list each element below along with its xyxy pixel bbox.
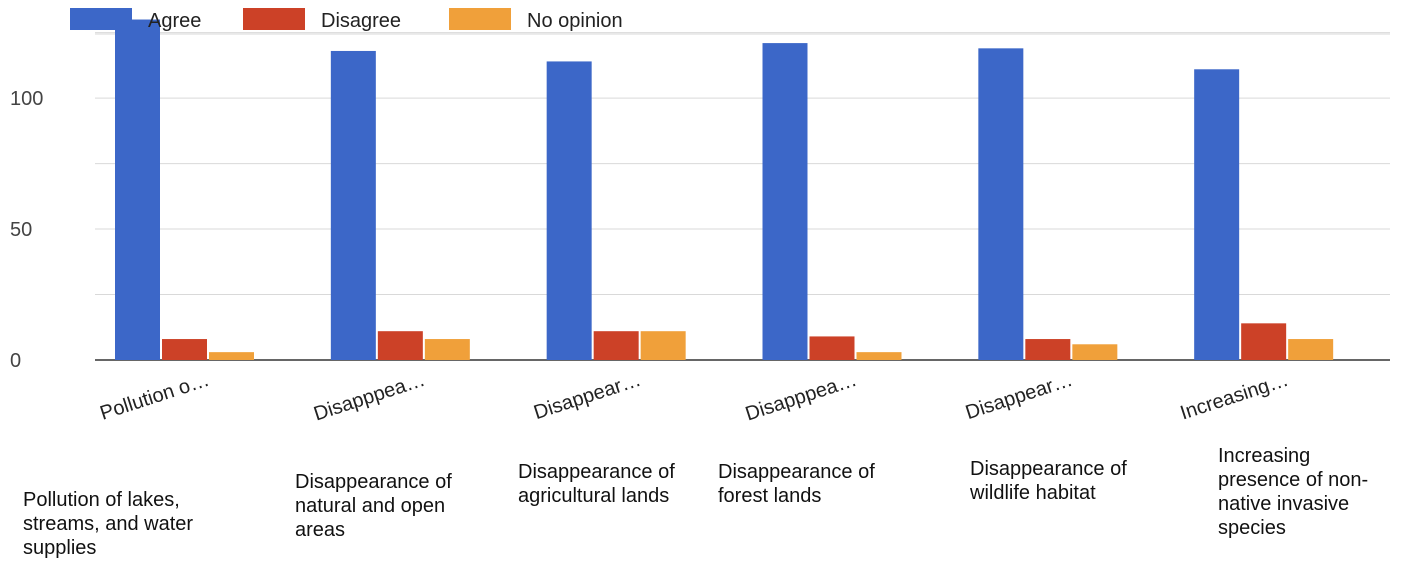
legend-label: Disagree <box>321 10 401 32</box>
bar-no-opinion <box>209 352 254 360</box>
x-tick-labels: Pollution o… Disapppea… Disappear… Disapppe… <box>97 369 1291 426</box>
bar-no-opinion <box>856 352 902 360</box>
bar-disagree <box>162 339 207 360</box>
bar-agree <box>546 61 592 361</box>
bar-no-opinion <box>1072 344 1118 360</box>
bars <box>115 19 1334 361</box>
bar-disagree <box>1241 323 1287 360</box>
bar-agree <box>978 48 1024 360</box>
bar-disagree <box>377 331 423 360</box>
bar-disagree <box>593 331 639 360</box>
x-tick-label: Disapppea… <box>743 369 860 426</box>
category-full-label: Pollution of lakes, streams, and water s… <box>23 489 194 559</box>
legend-label: Agree <box>148 10 201 32</box>
bar-agree <box>1194 69 1240 361</box>
grid-lines <box>95 32 1390 361</box>
y-tick-label: 0 <box>10 350 21 372</box>
category-full-label: Increasing presence of non-native invasi… <box>1218 445 1369 539</box>
x-tick-label: Disapppea… <box>311 369 428 426</box>
bar-disagree <box>1025 339 1071 360</box>
axes: 0 50 100 <box>10 88 43 372</box>
x-tick-label: Disappear… <box>531 369 644 424</box>
category-full-label: Disappearance of agricultural lands <box>518 461 675 507</box>
legend-swatch <box>70 8 132 30</box>
bar-disagree <box>809 336 855 360</box>
category-full-label: Disappearance of forest lands <box>718 461 875 507</box>
bar-no-opinion <box>1288 339 1334 360</box>
legend: Agree Disagree No opinion <box>70 8 623 32</box>
x-tick-label: Increasing… <box>1178 369 1292 425</box>
bar-agree <box>115 19 160 361</box>
x-tick-label: Pollution o… <box>97 369 212 425</box>
bar-no-opinion <box>424 339 470 360</box>
bar-no-opinion <box>640 331 686 360</box>
bar-agree <box>762 43 808 360</box>
category-full-label: Disappearance of natural and open areas <box>295 471 452 541</box>
bar-agree <box>330 50 376 360</box>
y-tick-label: 100 <box>10 88 43 110</box>
y-tick-label: 50 <box>10 219 32 241</box>
category-full-label: Disappearance of wildlife habitat <box>970 458 1127 504</box>
legend-swatch <box>449 8 511 30</box>
x-tick-label: Disappear… <box>963 369 1076 424</box>
legend-swatch <box>243 8 305 30</box>
legend-label: No opinion <box>527 10 623 32</box>
